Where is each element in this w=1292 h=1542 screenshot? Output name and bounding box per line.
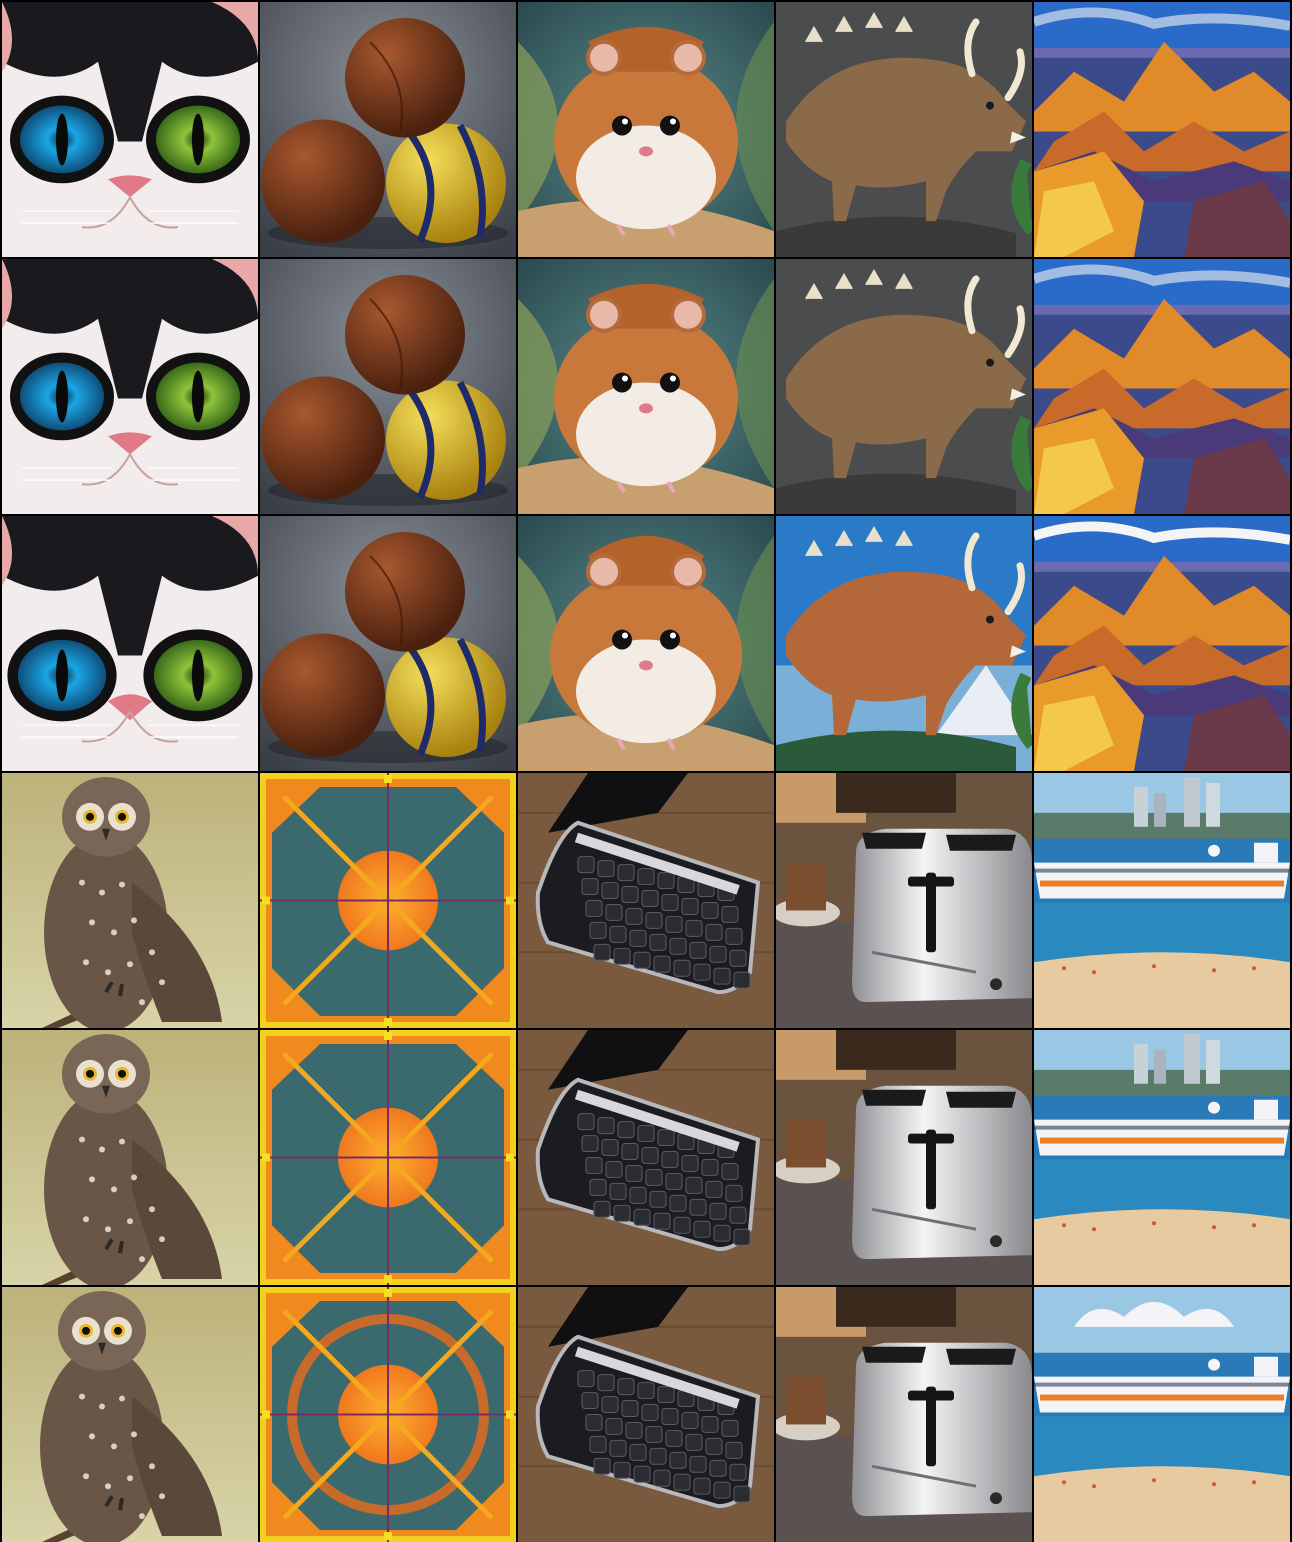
horned-dinosaur-image — [776, 259, 1032, 514]
tile-canyon-landscape-row-2 — [1034, 259, 1290, 514]
tile-hamster-row-2 — [518, 259, 774, 514]
canyon-landscape-image — [1034, 259, 1290, 514]
tile-cat-with-goggles-row-2 — [2, 259, 258, 514]
horned-dinosaur-image — [776, 516, 1032, 771]
tile-cruise-ship-beach-row-6 — [1034, 1287, 1290, 1542]
tile-toaster-row-4 — [776, 773, 1032, 1028]
laptop-keyboard-image — [518, 1030, 774, 1285]
tile-laptop-keyboard-row-5 — [518, 1030, 774, 1285]
owl-on-branch-image — [2, 1030, 258, 1285]
owl-on-branch-image — [2, 773, 258, 1028]
canyon-landscape-image — [1034, 2, 1290, 257]
stacked-balls-image — [260, 2, 516, 257]
stacked-balls-image — [260, 259, 516, 514]
tile-canyon-landscape-row-1 — [1034, 2, 1290, 257]
orange-geometric-pattern-image — [260, 1287, 516, 1542]
tile-cruise-ship-beach-row-4 — [1034, 773, 1290, 1028]
tile-cat-with-goggles-row-1 — [2, 2, 258, 257]
hamster-image — [518, 516, 774, 771]
orange-geometric-pattern-image — [260, 773, 516, 1028]
tile-toaster-row-6 — [776, 1287, 1032, 1542]
tile-cruise-ship-beach-row-5 — [1034, 1030, 1290, 1285]
cat-with-goggles-image — [2, 259, 258, 514]
tile-canyon-landscape-row-3 — [1034, 516, 1290, 771]
owl-on-branch-image — [2, 1287, 258, 1542]
hamster-image — [518, 259, 774, 514]
cat-with-goggles-image — [2, 2, 258, 257]
tile-hamster-row-1 — [518, 2, 774, 257]
tile-laptop-keyboard-row-6 — [518, 1287, 774, 1542]
tile-cat-with-goggles-row-3 — [2, 516, 258, 771]
tile-orange-geometric-pattern-row-5 — [260, 1030, 516, 1285]
canyon-landscape-image — [1034, 516, 1290, 771]
tile-hamster-row-3 — [518, 516, 774, 771]
horned-dinosaur-image — [776, 2, 1032, 257]
tile-laptop-keyboard-row-4 — [518, 773, 774, 1028]
toaster-image — [776, 773, 1032, 1028]
tile-owl-on-branch-row-5 — [2, 1030, 258, 1285]
orange-geometric-pattern-image — [260, 1030, 516, 1285]
tile-horned-dinosaur-row-2 — [776, 259, 1032, 514]
tile-orange-geometric-pattern-row-4 — [260, 773, 516, 1028]
toaster-image — [776, 1287, 1032, 1542]
tile-owl-on-branch-row-4 — [2, 773, 258, 1028]
hamster-image — [518, 2, 774, 257]
tile-owl-on-branch-row-6 — [2, 1287, 258, 1542]
tile-horned-dinosaur-row-3 — [776, 516, 1032, 771]
tile-stacked-balls-row-3 — [260, 516, 516, 771]
cruise-ship-beach-image — [1034, 1030, 1290, 1285]
tile-stacked-balls-row-2 — [260, 259, 516, 514]
tile-stacked-balls-row-1 — [260, 2, 516, 257]
tile-orange-geometric-pattern-row-6 — [260, 1287, 516, 1542]
cat-with-goggles-image — [2, 516, 258, 771]
toaster-image — [776, 1030, 1032, 1285]
cruise-ship-beach-image — [1034, 773, 1290, 1028]
stacked-balls-image — [260, 516, 516, 771]
laptop-keyboard-image — [518, 1287, 774, 1542]
tile-horned-dinosaur-row-1 — [776, 2, 1032, 257]
cruise-ship-beach-image — [1034, 1287, 1290, 1542]
laptop-keyboard-image — [518, 773, 774, 1028]
tile-toaster-row-5 — [776, 1030, 1032, 1285]
